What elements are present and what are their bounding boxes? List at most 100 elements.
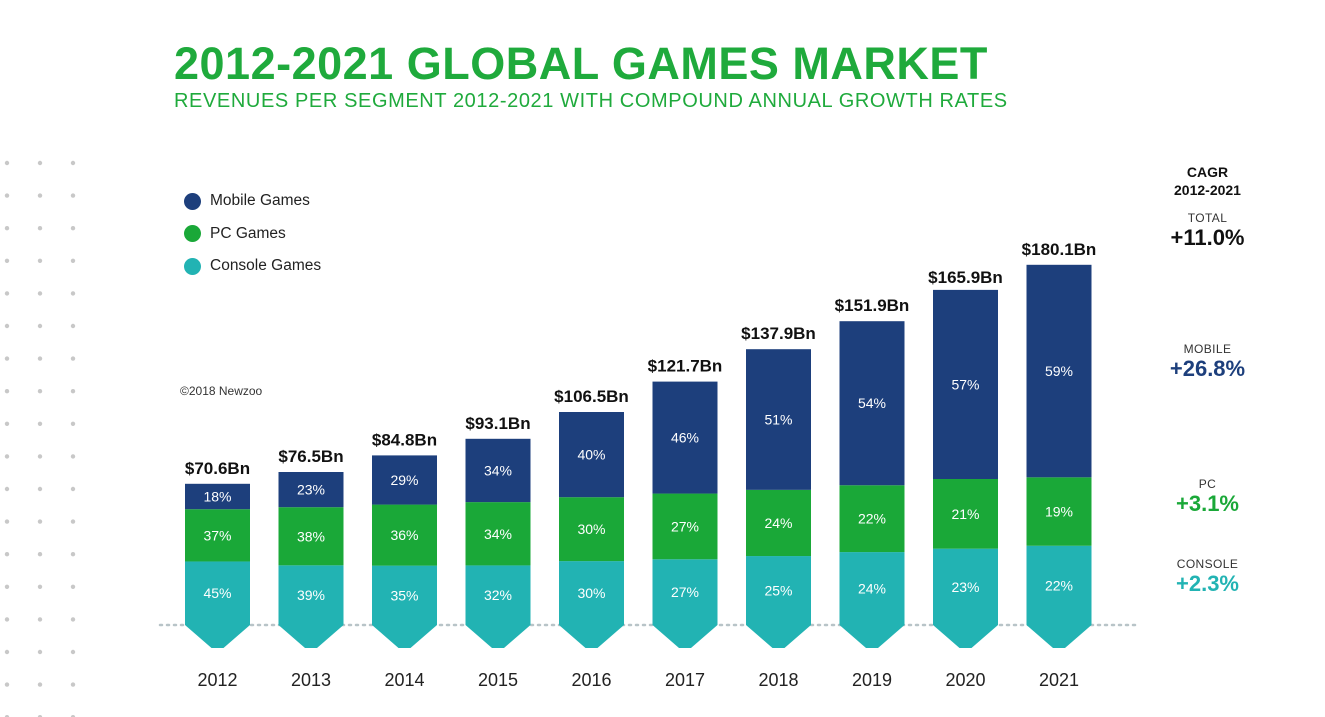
bar-segment-pc bbox=[465, 502, 531, 566]
cagr-total-label: TOTAL bbox=[1187, 211, 1228, 225]
legend-item-pc: PC Games bbox=[184, 218, 321, 251]
cagr-console-label: CONSOLE bbox=[1176, 557, 1239, 571]
cagr-mobile-label: MOBILE bbox=[1183, 342, 1232, 356]
x-tick-label: 2015 bbox=[478, 670, 518, 690]
segment-percent-label: 36% bbox=[390, 527, 418, 543]
bar-total-label: $151.9Bn bbox=[835, 296, 910, 315]
bar-segment-pc bbox=[278, 507, 344, 566]
cagr-heading-line2: 2012-2021 bbox=[1174, 182, 1241, 198]
bar-segment-pc bbox=[1026, 477, 1092, 546]
segment-percent-label: 30% bbox=[577, 585, 605, 601]
segment-percent-label: 21% bbox=[951, 506, 979, 522]
bar-group-2021: 22% 19% 59% $180.1Bn 2021 bbox=[1022, 240, 1097, 690]
decor-dot bbox=[4, 389, 10, 394]
bar-group-2014: 35% 36% 29% $84.8Bn 2014 bbox=[372, 430, 437, 690]
bar-segment-mobile bbox=[839, 321, 905, 486]
bar-segment-mobile bbox=[933, 289, 998, 480]
segment-percent-label: 59% bbox=[1045, 363, 1073, 379]
x-tick-label: 2016 bbox=[571, 670, 611, 690]
decor-dot bbox=[4, 552, 10, 557]
x-tick-label: 2018 bbox=[758, 670, 798, 690]
decor-dot bbox=[70, 682, 76, 687]
bar-group-2019: 24% 22% 54% $151.9Bn 2019 bbox=[835, 296, 910, 690]
decor-dot bbox=[4, 454, 10, 459]
segment-percent-label: 57% bbox=[951, 376, 979, 392]
decor-dot bbox=[4, 226, 10, 231]
bar-segment-console bbox=[839, 552, 905, 625]
cagr-heading: CAGR 2012-2021 bbox=[1150, 163, 1265, 199]
bar-chevron bbox=[839, 625, 905, 648]
decor-dot bbox=[70, 160, 76, 166]
decor-dot bbox=[4, 682, 10, 687]
bar-segment-pc bbox=[559, 497, 624, 562]
cagr-console-value: +2.3% bbox=[1176, 571, 1239, 596]
bar-total-label: $137.9Bn bbox=[741, 324, 816, 343]
x-tick-label: 2017 bbox=[665, 670, 705, 690]
segment-percent-label: 29% bbox=[390, 472, 418, 488]
bar-group-2016: 30% 30% 40% $106.5Bn 2016 bbox=[554, 387, 629, 690]
decor-dot bbox=[70, 421, 76, 426]
page-subtitle: REVENUES PER SEGMENT 2012-2021 WITH COMP… bbox=[174, 90, 1008, 112]
cagr-mobile-value: +26.8% bbox=[1169, 356, 1246, 381]
decor-dot bbox=[37, 356, 43, 361]
x-tick-label: 2020 bbox=[945, 670, 985, 690]
bar-segment-pc bbox=[372, 504, 437, 566]
decor-dot bbox=[37, 649, 43, 655]
decor-dot bbox=[37, 617, 43, 622]
segment-percent-label: 40% bbox=[577, 447, 605, 463]
cagr-heading-line1: CAGR bbox=[1186, 164, 1229, 180]
bar-segment-pc bbox=[839, 485, 905, 553]
bar-segment-mobile bbox=[559, 412, 624, 498]
bar-chevron bbox=[933, 625, 998, 648]
decor-dot bbox=[37, 486, 43, 492]
decor-dot bbox=[37, 258, 43, 263]
legend-swatch-pc bbox=[184, 225, 201, 243]
cagr-pc-label: PC bbox=[1198, 477, 1217, 491]
bar-group-2018: 25% 24% 51% $137.9Bn 2018 bbox=[741, 324, 816, 690]
segment-percent-label: 25% bbox=[764, 583, 792, 599]
decor-dot bbox=[70, 291, 76, 296]
bar-group-2015: 32% 34% 34% $93.1Bn 2015 bbox=[465, 414, 530, 690]
decor-dot bbox=[37, 291, 43, 296]
cagr-total-value: +11.0% bbox=[1170, 225, 1245, 250]
decor-dot bbox=[70, 454, 76, 459]
segment-percent-label: 37% bbox=[203, 527, 231, 543]
decor-dot bbox=[70, 519, 76, 524]
bar-chevron bbox=[652, 625, 718, 648]
bar-segment-pc bbox=[652, 493, 718, 560]
segment-percent-label: 32% bbox=[484, 587, 512, 603]
segment-percent-label: 19% bbox=[1045, 504, 1073, 520]
bar-group-2012: 45% 37% 18% $70.6Bn 2012 bbox=[185, 459, 250, 690]
segment-percent-label: 27% bbox=[671, 584, 699, 600]
bar-total-label: $106.5Bn bbox=[554, 387, 629, 406]
bar-total-label: $121.7Bn bbox=[648, 357, 723, 376]
bar-segment-console bbox=[278, 565, 344, 625]
decor-dot bbox=[4, 519, 10, 524]
segment-percent-label: 38% bbox=[297, 528, 325, 544]
decor-dot bbox=[37, 682, 43, 687]
segment-percent-label: 51% bbox=[764, 412, 792, 428]
segment-percent-label: 22% bbox=[1045, 577, 1073, 593]
decor-dot bbox=[70, 617, 76, 622]
decor-dot bbox=[70, 258, 76, 263]
segment-percent-label: 24% bbox=[764, 515, 792, 531]
decor-dot bbox=[70, 649, 76, 655]
decor-dot bbox=[37, 584, 43, 589]
x-tick-label: 2013 bbox=[291, 670, 331, 690]
decor-dot bbox=[4, 258, 10, 263]
decor-dot bbox=[70, 552, 76, 557]
decor-dot bbox=[37, 323, 43, 329]
bar-total-label: $165.9Bn bbox=[928, 268, 1003, 287]
segment-percent-label: 22% bbox=[858, 511, 886, 527]
cagr-total: TOTAL +11.0% bbox=[1150, 211, 1265, 251]
cagr-pc-value: +3.1% bbox=[1176, 491, 1239, 516]
decor-dot bbox=[4, 291, 10, 296]
bar-segment-mobile bbox=[652, 381, 718, 494]
bar-segment-mobile bbox=[465, 438, 531, 503]
legend-label-pc: PC Games bbox=[210, 224, 286, 242]
bar-group-2017: 27% 27% 46% $121.7Bn 2017 bbox=[648, 357, 723, 690]
decor-dot bbox=[70, 323, 76, 329]
decor-dot bbox=[70, 226, 76, 231]
copyright-notice: ©2018 Newzoo bbox=[180, 384, 263, 398]
